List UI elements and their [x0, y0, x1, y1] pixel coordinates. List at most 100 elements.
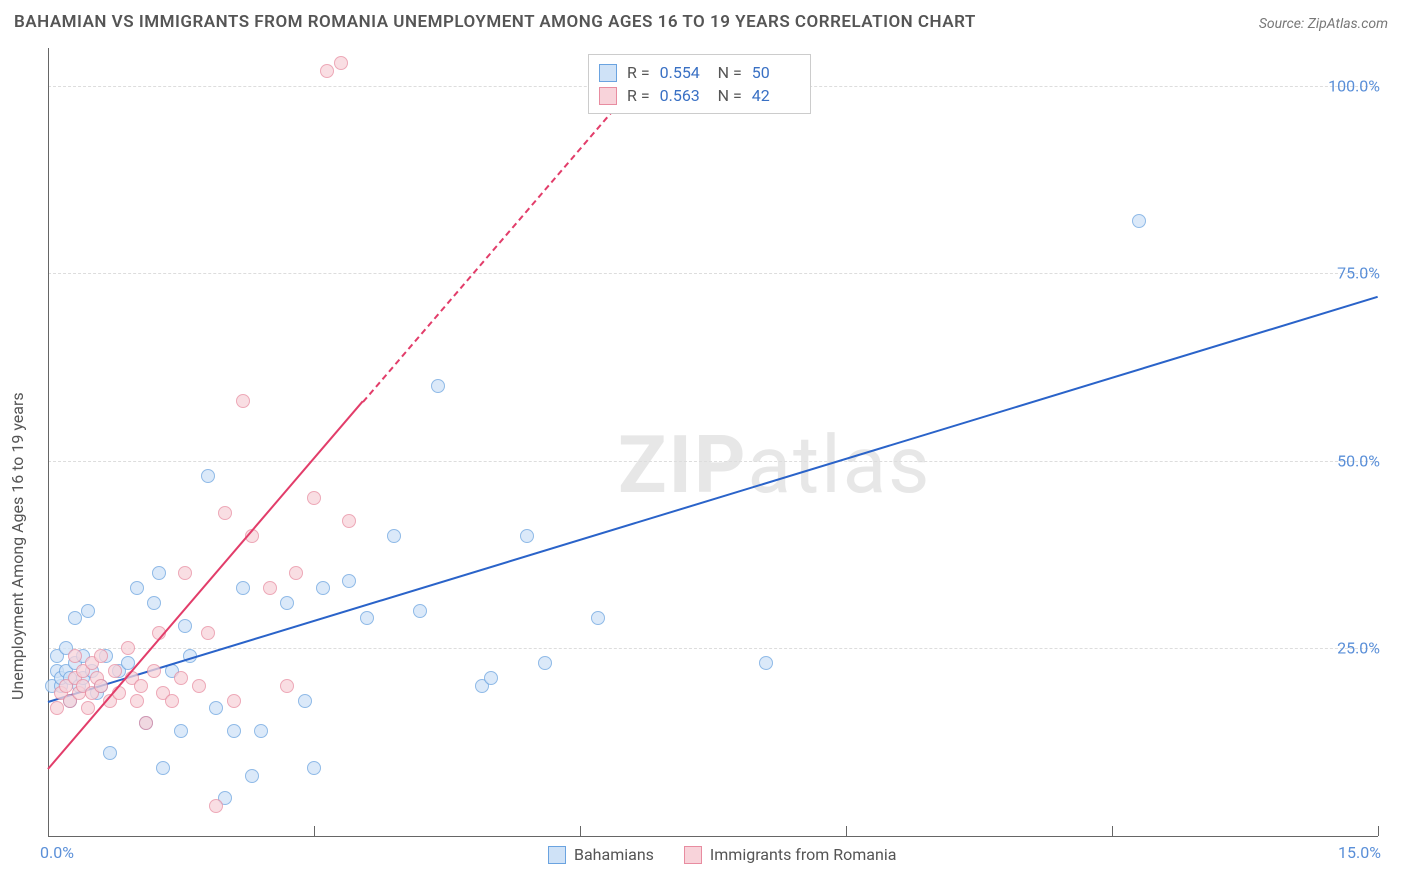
scatter-point [174, 724, 188, 738]
scatter-point [218, 506, 232, 520]
y-tick-label: 75.0% [1337, 264, 1380, 283]
scatter-point [316, 581, 330, 595]
y-tick-label: 50.0% [1337, 451, 1380, 470]
scatter-point [245, 769, 259, 783]
grid-line [48, 461, 1378, 462]
scatter-point [320, 64, 334, 78]
x-tick-label: 0.0% [40, 843, 74, 862]
scatter-point [431, 379, 445, 393]
legend-label: Bahamians [574, 845, 654, 864]
correlation-stat-box: R = 0.554 N = 50 R = 0.563 N = 42 [588, 54, 811, 114]
scatter-point [94, 679, 108, 693]
series-legend: Bahamians Immigrants from Romania [548, 845, 896, 864]
scatter-point [484, 671, 498, 685]
scatter-point [307, 491, 321, 505]
stat-label-r: R = [627, 63, 650, 82]
scatter-point [139, 716, 153, 730]
scatter-point [280, 596, 294, 610]
stat-value-n: 42 [752, 86, 800, 105]
scatter-point [307, 761, 321, 775]
scatter-point [94, 649, 108, 663]
stat-value-n: 50 [752, 63, 800, 82]
stat-row: R = 0.554 N = 50 [599, 61, 800, 84]
stat-label-n: N = [718, 86, 742, 105]
y-tick-label: 100.0% [1328, 76, 1380, 95]
chart-title: BAHAMIAN VS IMMIGRANTS FROM ROMANIA UNEM… [14, 12, 976, 32]
scatter-point [289, 566, 303, 580]
source-attribution: Source: ZipAtlas.com [1259, 16, 1388, 32]
scatter-point [178, 566, 192, 580]
scatter-point [538, 656, 552, 670]
legend-item: Bahamians [548, 845, 654, 864]
scatter-point [165, 694, 179, 708]
scatter-point [174, 671, 188, 685]
scatter-point [227, 724, 241, 738]
scatter-point [591, 611, 605, 625]
watermark: ZIPatlas [618, 418, 931, 512]
trend-line [48, 296, 1379, 703]
scatter-point [209, 799, 223, 813]
stat-value-r: 0.563 [660, 86, 708, 105]
scatter-point [68, 611, 82, 625]
scatter-point [413, 604, 427, 618]
scatter-plot-area: ZIPatlas25.0%50.0%75.0%100.0%0.0%15.0%R … [48, 48, 1378, 836]
grid-line [48, 273, 1378, 274]
scatter-point [236, 581, 250, 595]
scatter-point [152, 566, 166, 580]
scatter-point [227, 694, 241, 708]
legend-label: Immigrants from Romania [710, 845, 897, 864]
scatter-point [360, 611, 374, 625]
scatter-point [520, 529, 534, 543]
scatter-point [147, 596, 161, 610]
series-swatch [548, 846, 566, 864]
scatter-point [121, 641, 135, 655]
scatter-point [156, 761, 170, 775]
scatter-point [342, 574, 356, 588]
scatter-point [387, 529, 401, 543]
legend-item: Immigrants from Romania [684, 845, 897, 864]
x-tick-mark [1378, 826, 1379, 836]
scatter-point [236, 394, 250, 408]
x-tick-mark [1112, 826, 1113, 836]
scatter-point [263, 581, 277, 595]
scatter-point [1132, 214, 1146, 228]
scatter-point [103, 746, 117, 760]
scatter-point [201, 469, 215, 483]
series-swatch [599, 64, 617, 82]
scatter-point [759, 656, 773, 670]
scatter-point [334, 56, 348, 70]
stat-row: R = 0.563 N = 42 [599, 84, 800, 107]
trend-line-extrapolated [362, 86, 634, 403]
scatter-point [81, 604, 95, 618]
scatter-point [280, 679, 294, 693]
scatter-point [342, 514, 356, 528]
scatter-point [68, 649, 82, 663]
scatter-point [130, 581, 144, 595]
x-tick-mark [314, 826, 315, 836]
stat-label-n: N = [718, 63, 742, 82]
scatter-point [147, 664, 161, 678]
grid-line [48, 648, 1378, 649]
y-axis-label: Unemployment Among Ages 16 to 19 years [8, 392, 27, 700]
scatter-point [50, 701, 64, 715]
x-tick-mark [48, 826, 49, 836]
series-swatch [684, 846, 702, 864]
y-axis-line [48, 48, 49, 836]
stat-label-r: R = [627, 86, 650, 105]
x-axis-line [48, 836, 1378, 837]
stat-value-r: 0.554 [660, 63, 708, 82]
x-tick-label: 15.0% [1338, 843, 1381, 862]
scatter-point [134, 679, 148, 693]
scatter-point [192, 679, 206, 693]
y-tick-label: 25.0% [1337, 639, 1380, 658]
scatter-point [201, 626, 215, 640]
scatter-point [209, 701, 223, 715]
scatter-point [298, 694, 312, 708]
scatter-point [178, 619, 192, 633]
scatter-point [254, 724, 268, 738]
x-tick-mark [846, 826, 847, 836]
series-swatch [599, 87, 617, 105]
x-tick-mark [580, 826, 581, 836]
scatter-point [108, 664, 122, 678]
scatter-point [130, 694, 144, 708]
